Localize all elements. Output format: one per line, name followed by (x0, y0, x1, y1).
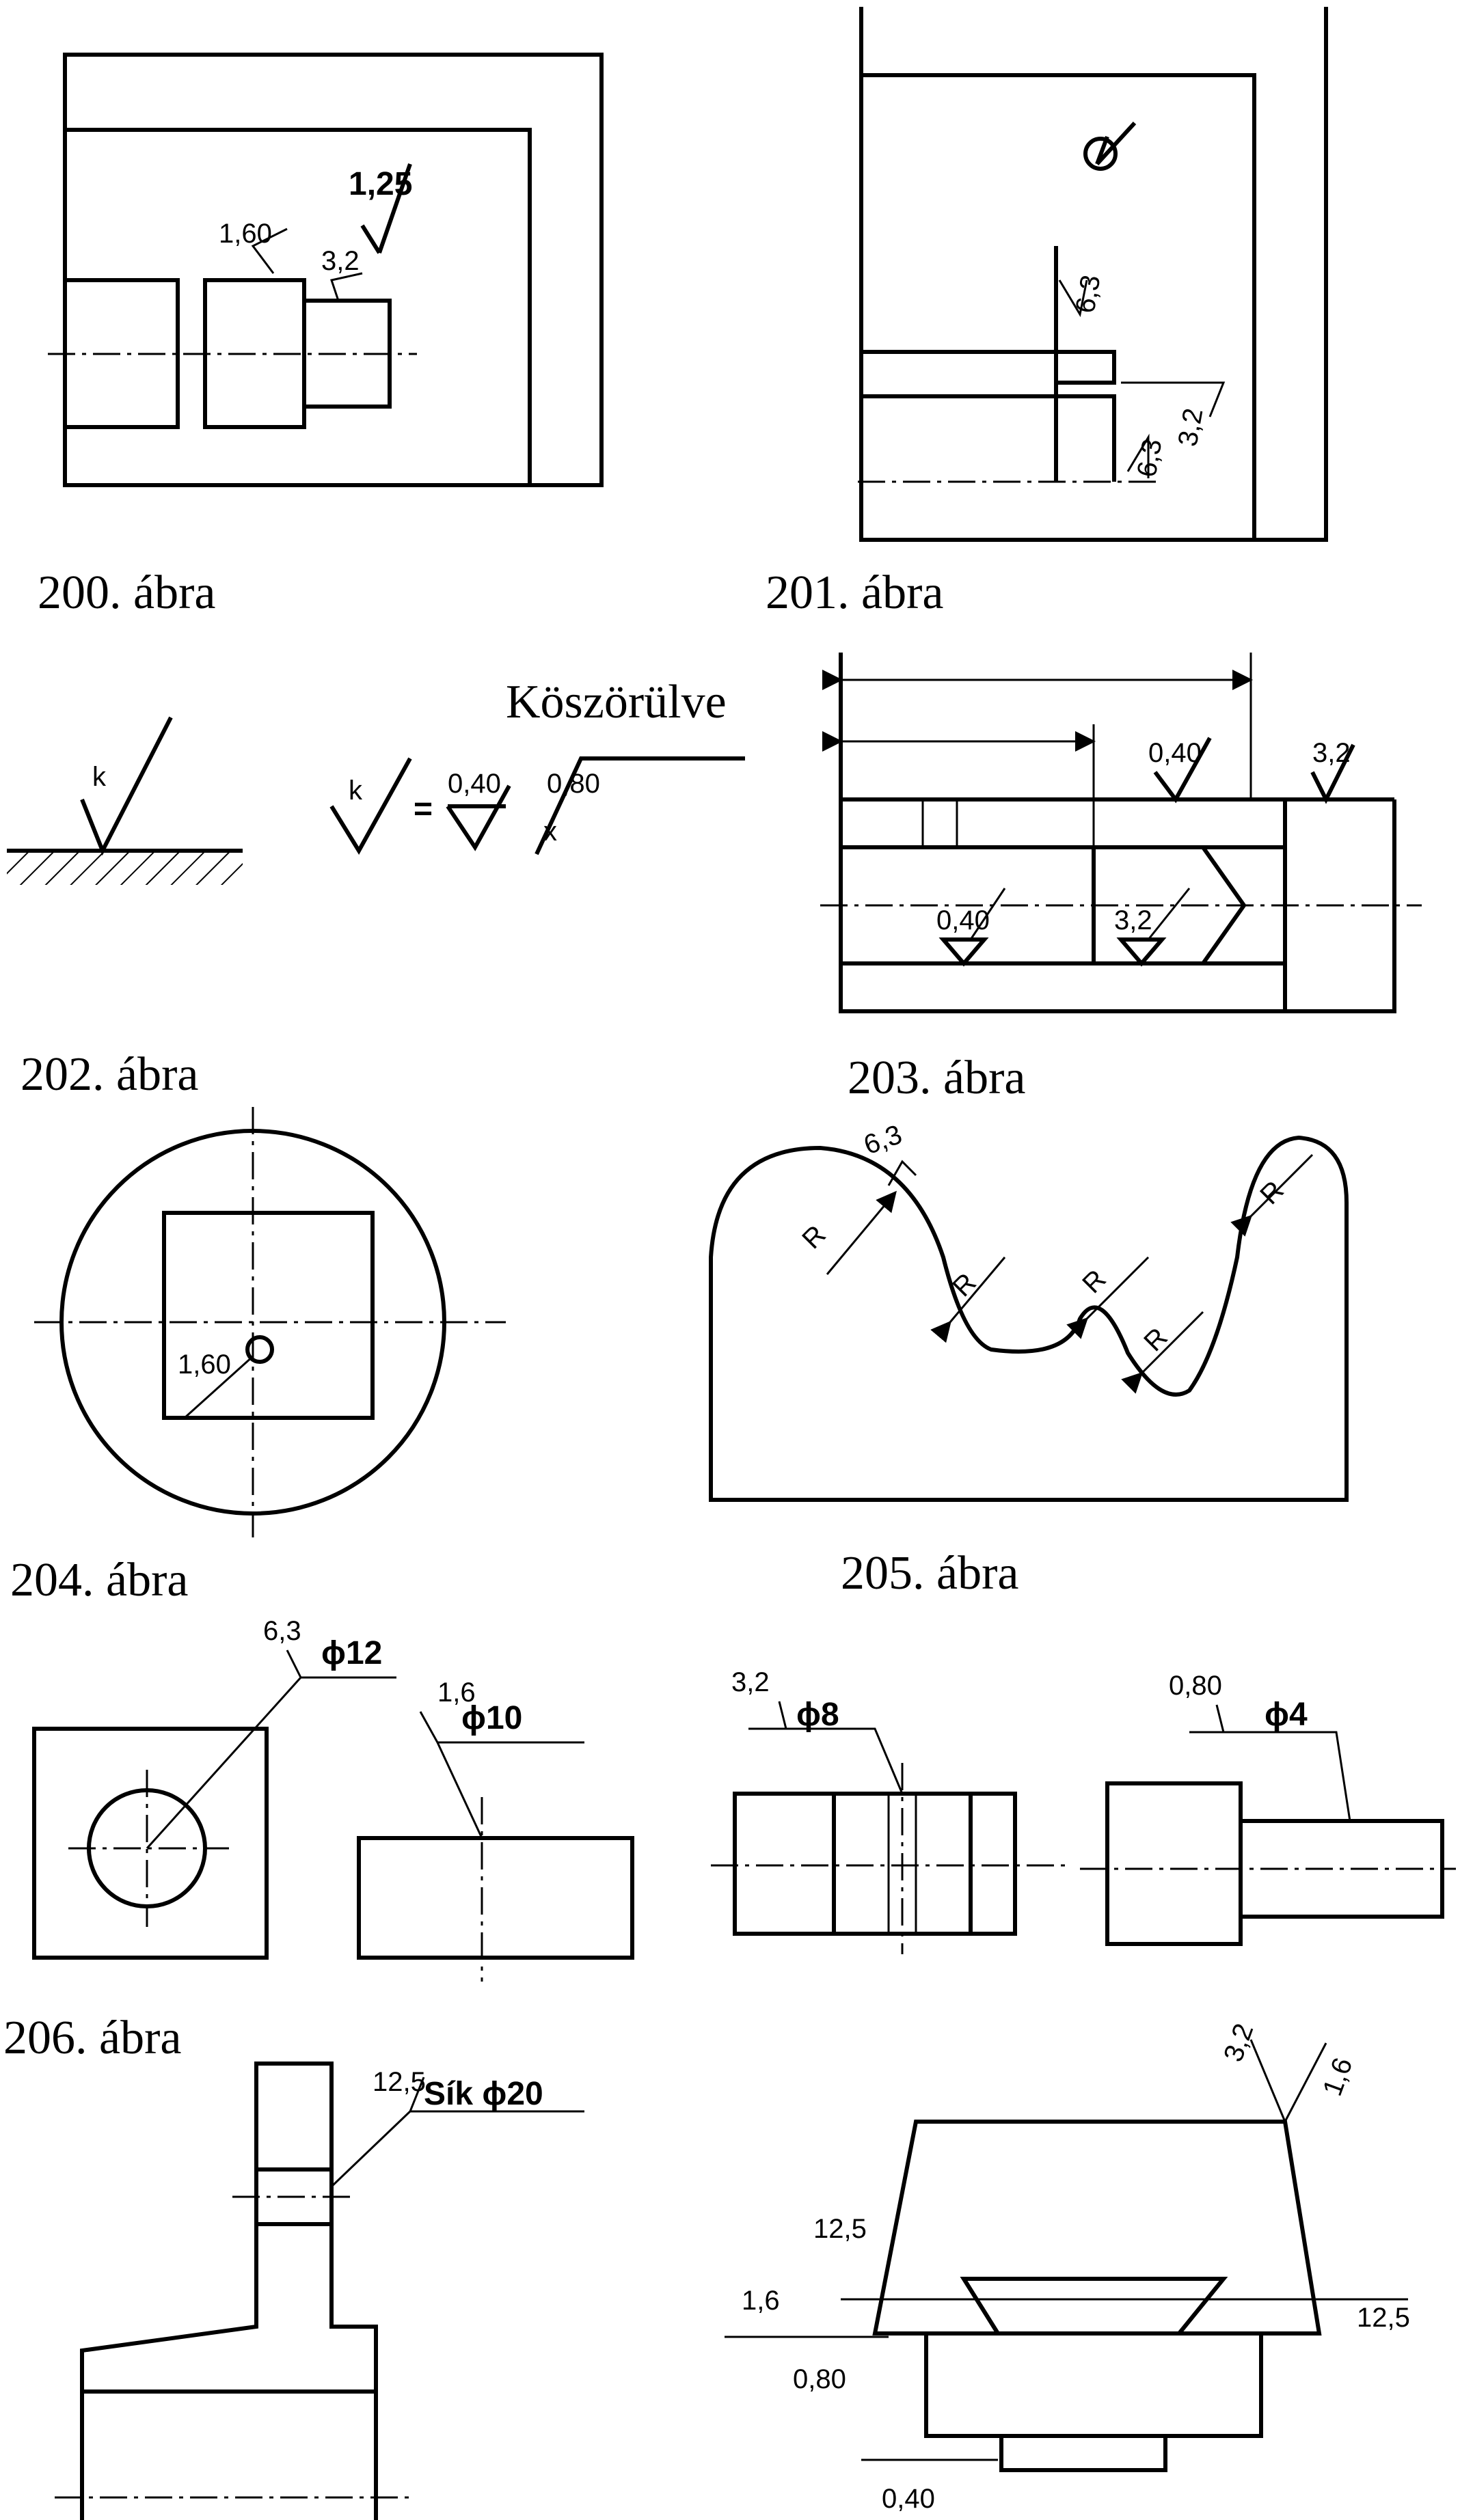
roughness-6-3-top: 6,3 (1070, 273, 1107, 315)
roughness-6-3-bottom: 6,3 (1132, 437, 1168, 479)
roughness-12-5-right: 12,5 (1357, 2303, 1410, 2333)
radius-r-3: R (1077, 1264, 1112, 1300)
roughness-0-40: 0,40 (882, 2484, 935, 2514)
figure-208: 3,2 1,6 12,5 1,6 0,80 12,5 0,40 (725, 2020, 1410, 2514)
roughness-6-3: 6,3 (860, 1119, 906, 1160)
roughness-12-5-left: 12,5 (813, 2214, 867, 2244)
roughness-1-6-left: 1,6 (742, 2286, 780, 2316)
figure-203: 0,40 3,2 0,40 3,2 203. ábra (820, 653, 1422, 1104)
roughness-1-6-top: 1,6 (1317, 2054, 1358, 2100)
figure-205: 6,3 R R R R R 205. ábra (709, 1119, 1349, 1600)
roughness-0-80: 0,80 (1169, 1671, 1222, 1701)
figure-201-caption: 201. ábra (766, 566, 943, 619)
figure-207: 12,5 Sík ϕ20 (55, 2062, 584, 2520)
figure-206: 6,3 ϕ12 1,6 ϕ10 3,2 ϕ8 0,80 ϕ4 206. ábra (3, 1616, 1456, 2064)
note-koszorulve: Köszörülve (506, 676, 727, 728)
radius-r-5: R (1254, 1175, 1290, 1211)
roughness-1-6: 1,6 (437, 1677, 476, 1708)
figure-201: 6,3 3,2 6,3 201. ábra (766, 7, 1328, 619)
diameter-4: ϕ4 (1265, 1697, 1308, 1733)
sik-diameter-20: Sík ϕ20 (424, 2076, 543, 2112)
symbol-k-left: k (92, 762, 107, 792)
roughness-6-3: 6,3 (263, 1616, 301, 1646)
diameter-8: ϕ8 (796, 1697, 839, 1733)
roughness-3-2-inner: 3,2 (1114, 905, 1152, 935)
roughness-3-2: 3,2 (321, 246, 360, 276)
symbol-k-right: k (349, 776, 363, 806)
roughness-0-40-top: 0,40 (1148, 738, 1202, 768)
radius-r-4: R (1138, 1322, 1174, 1358)
roughness-0-40: 0,40 (448, 769, 501, 799)
figure-206-caption: 206. ábra (3, 2012, 181, 2064)
diameter-12: ϕ12 (321, 1635, 382, 1671)
figure-203-caption: 203. ábra (848, 1052, 1025, 1104)
roughness-0-80: 0,80 (547, 769, 600, 799)
figure-200-caption: 200. ábra (38, 566, 215, 619)
roughness-12-5: 12,5 (373, 2067, 426, 2097)
diameter-10: ϕ10 (461, 1700, 522, 1736)
figure-202-caption: 202. ábra (21, 1048, 198, 1101)
symbol-x: x (543, 817, 557, 847)
figure-204: 1,60 204. ábra (10, 1107, 506, 1606)
figure-205-caption: 205. ábra (841, 1547, 1018, 1600)
roughness-1-60: 1,60 (219, 219, 272, 249)
figure-204-caption: 204. ábra (10, 1554, 188, 1606)
roughness-0-80: 0,80 (793, 2364, 846, 2394)
roughness-0-40-inner: 0,40 (936, 905, 990, 935)
roughness-3-2-top: 3,2 (1312, 738, 1351, 768)
roughness-1-60: 1,60 (178, 1350, 231, 1380)
equals-sign: = (414, 791, 433, 827)
radius-r-2: R (947, 1268, 982, 1303)
figure-202: k k = 0,40 0,80 x Köszörülve 202. ábra (7, 676, 745, 1101)
roughness-1-25: 1,25 (349, 166, 412, 202)
figure-200: 1,25 1,60 3,2 200. ábra (38, 53, 604, 619)
radius-r-1: R (796, 1220, 832, 1255)
roughness-3-2: 3,2 (1173, 406, 1209, 448)
roughness-3-2: 3,2 (731, 1667, 770, 1697)
roughness-3-2: 3,2 (1218, 2020, 1259, 2066)
